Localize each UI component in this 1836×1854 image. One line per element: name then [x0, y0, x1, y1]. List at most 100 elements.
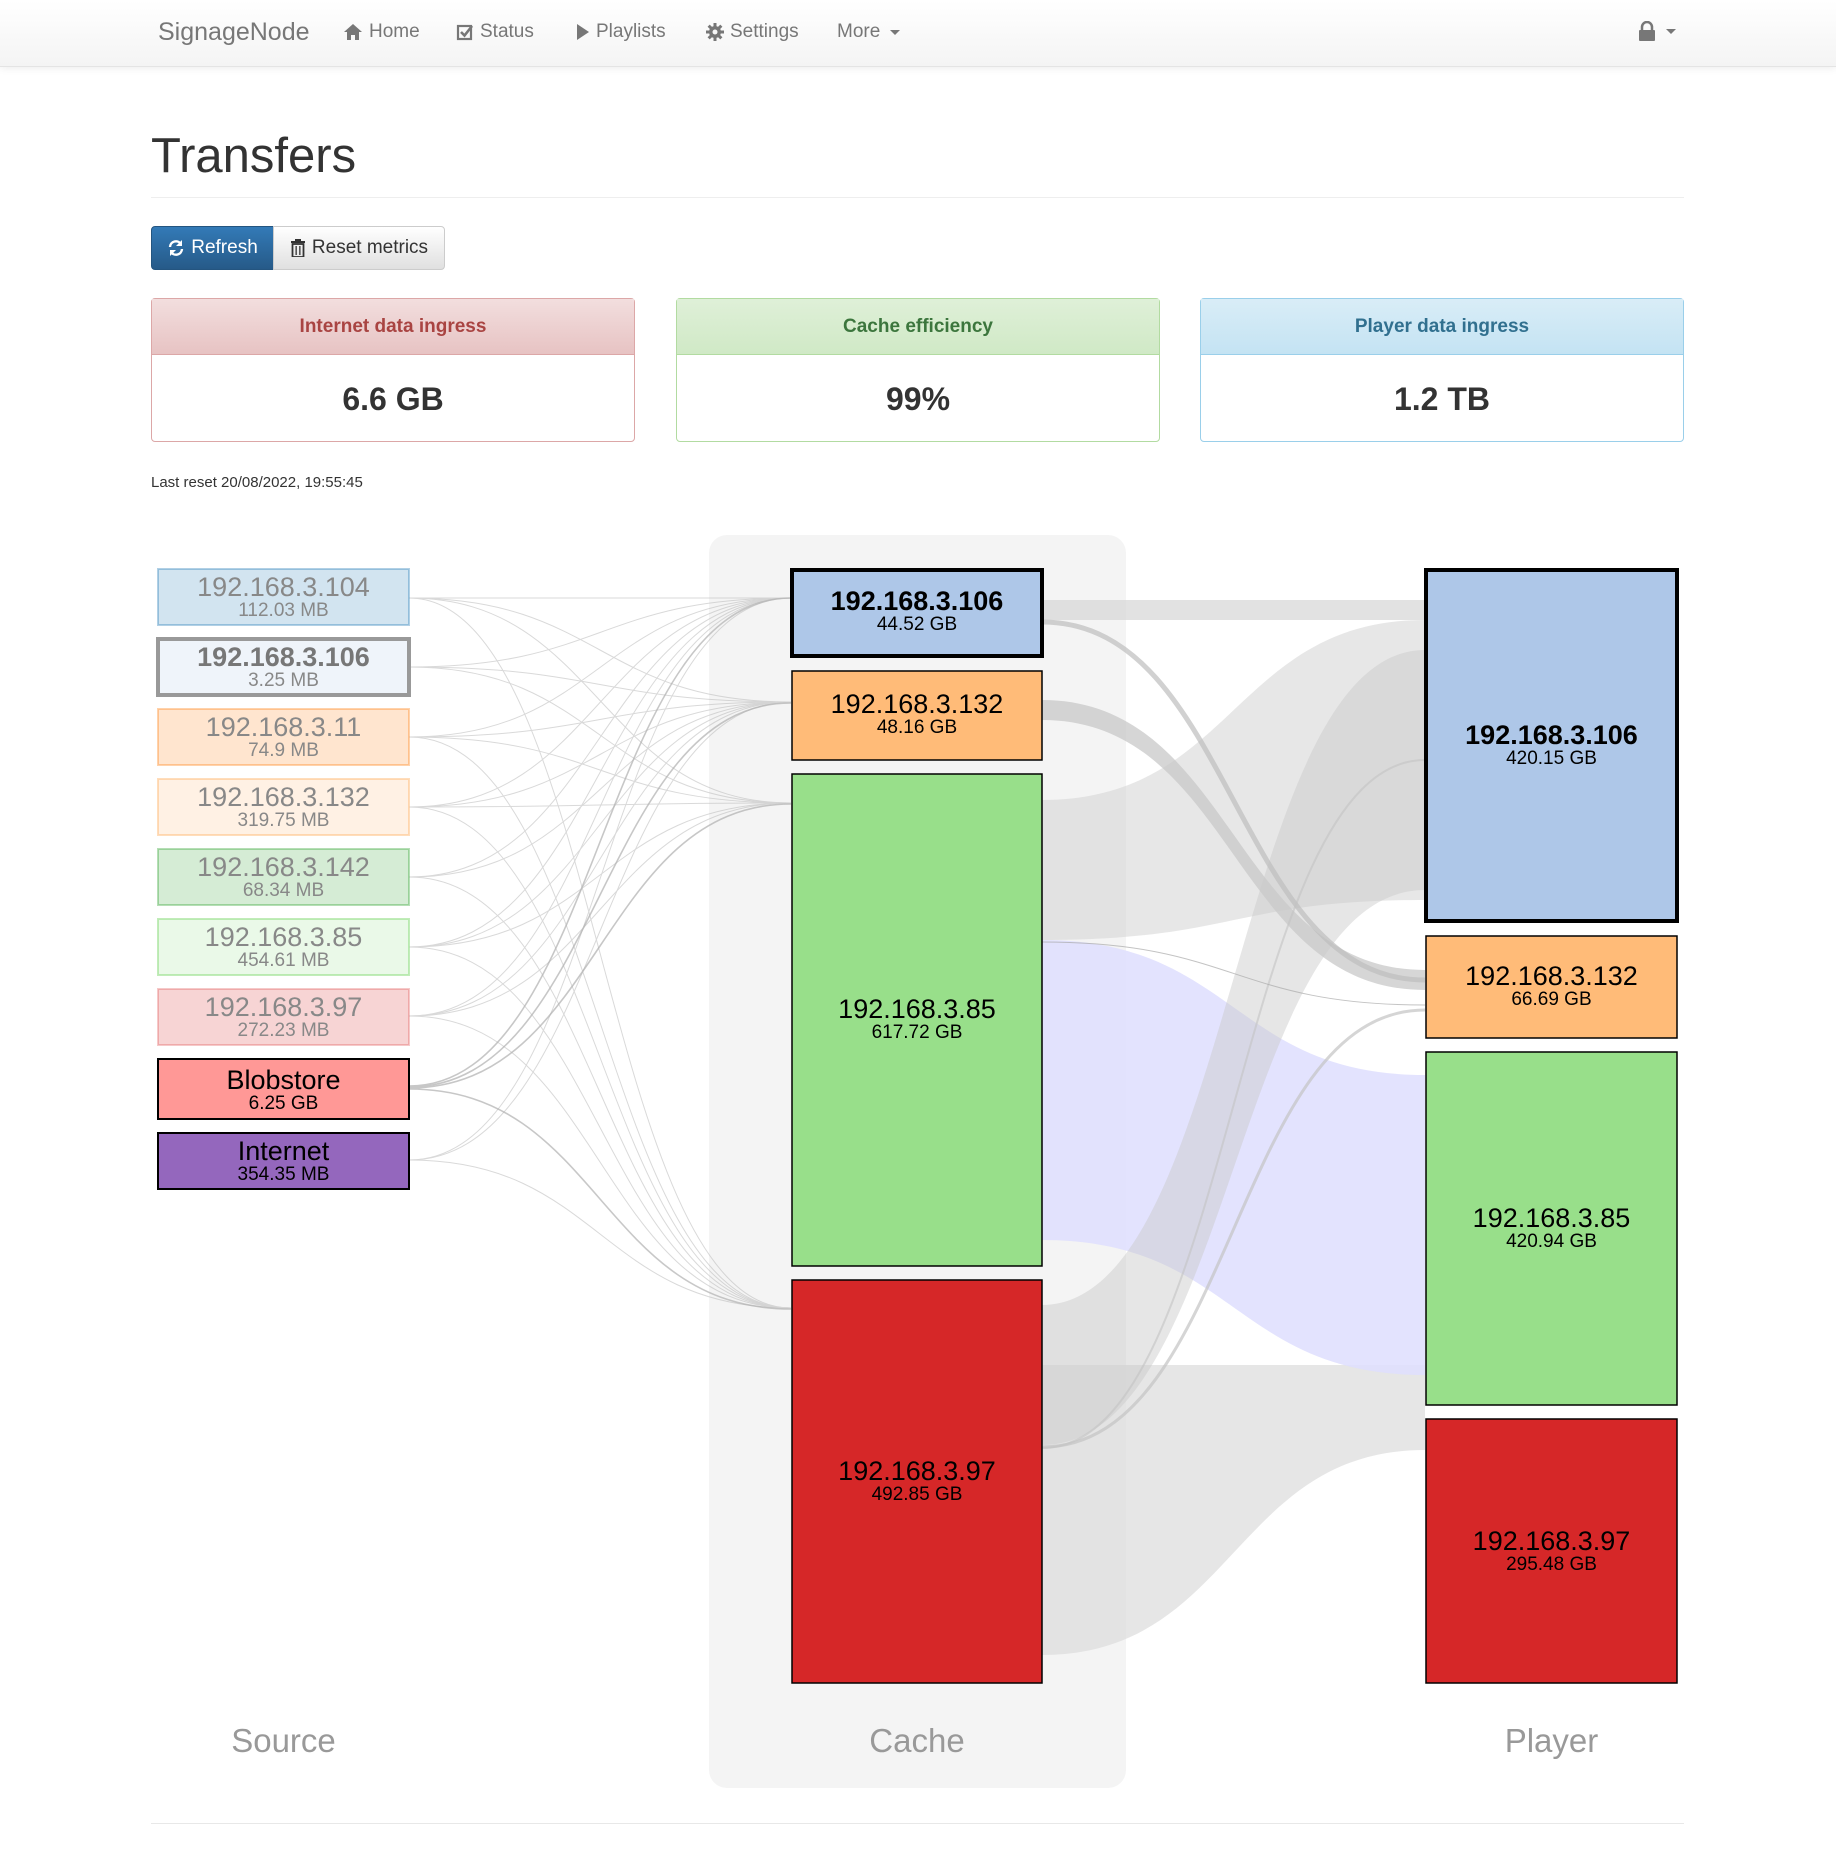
link	[408, 701, 792, 1161]
link	[408, 597, 792, 1309]
link	[408, 802, 792, 948]
link	[408, 1159, 792, 1309]
link	[1042, 650, 1425, 1445]
nav-settings-label: Settings	[730, 21, 799, 42]
node-size: 66.69 GB	[1511, 989, 1591, 1010]
link	[408, 701, 792, 738]
lock-menu[interactable]	[1638, 21, 1676, 41]
cache-column-label: Cache	[869, 1722, 964, 1759]
node-label: 192.168.3.97	[1473, 1526, 1631, 1556]
link	[408, 597, 792, 948]
node-label: 192.168.3.97	[205, 992, 363, 1022]
node-size: 74.9 MB	[248, 740, 319, 761]
refresh-icon	[169, 240, 184, 256]
player-node-106[interactable]: 192.168.3.106 420.15 GB	[1424, 568, 1679, 923]
nav-home[interactable]: Home	[343, 21, 420, 43]
cache-node-106[interactable]: 192.168.3.106 44.52 GB	[790, 568, 1044, 658]
node-label: 192.168.3.132	[831, 689, 1004, 719]
node-label: 192.168.3.132	[197, 782, 370, 812]
nav-more-dropdown[interactable]: More	[837, 21, 901, 43]
source-node-97[interactable]: 192.168.3.97 272.23 MB	[157, 988, 410, 1046]
cache-node-85[interactable]: 192.168.3.85 617.72 GB	[791, 773, 1043, 1267]
node-label: 192.168.3.11	[206, 712, 362, 742]
nav-status[interactable]: Status	[456, 21, 534, 43]
player-ingress-value: 1.2 TB	[1393, 380, 1491, 417]
source-node-132[interactable]: 192.168.3.132 319.75 MB	[157, 778, 410, 836]
node-label: Internet	[238, 1136, 330, 1166]
link	[408, 597, 792, 738]
player-node-97[interactable]: 192.168.3.97 295.48 GB	[1425, 1418, 1678, 1684]
link	[408, 802, 792, 808]
node-size: 354.35 MB	[238, 1164, 330, 1185]
brand[interactable]: SignageNode	[158, 18, 310, 46]
source-node-11[interactable]: 192.168.3.11 74.9 MB	[157, 708, 410, 766]
node-size: 420.94 GB	[1506, 1231, 1597, 1252]
node-label: 192.168.3.85	[205, 922, 363, 952]
link	[408, 701, 792, 808]
navbar: SignageNode Home Status Playlists Settin…	[0, 0, 1836, 67]
reset-metrics-label: Reset metrics	[311, 237, 429, 258]
node-size: 295.48 GB	[1506, 1554, 1597, 1575]
link	[1042, 700, 1425, 990]
link	[408, 1088, 792, 1310]
player-ingress-panel: Player data ingress 1.2 TB	[1200, 298, 1684, 442]
source-node-142[interactable]: 192.168.3.142 68.34 MB	[157, 848, 410, 906]
link	[408, 666, 792, 804]
refresh-button[interactable]: Refresh	[151, 226, 274, 270]
node-label: 192.168.3.85	[1473, 1203, 1631, 1233]
node-label: 192.168.3.132	[1465, 961, 1638, 991]
play-icon	[577, 24, 589, 40]
link	[1042, 940, 1425, 1375]
source-node-106[interactable]: 192.168.3.106 3.25 MB	[156, 637, 411, 697]
node-size: 68.34 MB	[243, 880, 324, 901]
nav-playlists-label: Playlists	[596, 21, 666, 42]
source-node-blobstore[interactable]: Blobstore 6.25 GB	[157, 1058, 410, 1120]
node-label: 192.168.3.106	[197, 642, 370, 672]
source-node-internet[interactable]: Internet 354.35 MB	[157, 1132, 410, 1190]
player-node-132[interactable]: 192.168.3.132 66.69 GB	[1425, 935, 1678, 1039]
node-label: 192.168.3.106	[831, 586, 1004, 616]
link	[1041, 759, 1426, 1449]
link	[408, 701, 792, 948]
node-label: 192.168.3.104	[197, 572, 370, 602]
check-square-icon	[456, 24, 474, 41]
link	[408, 597, 792, 1017]
cache-node-97[interactable]: 192.168.3.97 492.85 GB	[791, 1279, 1043, 1684]
link	[408, 876, 792, 1309]
node-label: 192.168.3.85	[838, 994, 996, 1024]
player-node-85[interactable]: 192.168.3.85 420.94 GB	[1425, 1051, 1678, 1406]
link	[1041, 619, 1426, 983]
link	[408, 736, 792, 1309]
source-node-104[interactable]: 192.168.3.104 112.03 MB	[157, 568, 410, 626]
link	[1041, 941, 1426, 1006]
source-node-85[interactable]: 192.168.3.85 454.61 MB	[157, 918, 410, 976]
source-column-label: Source	[231, 1722, 336, 1759]
node-label: 192.168.3.106	[1465, 720, 1638, 750]
source-links	[408, 597, 792, 1309]
node-size: 48.16 GB	[877, 717, 957, 738]
link	[408, 597, 792, 1087]
link	[408, 736, 792, 804]
link	[408, 597, 792, 804]
cache-efficiency-value: 99%	[885, 380, 951, 417]
nav-more-label: More	[837, 21, 881, 42]
chevron-down-icon	[890, 29, 901, 35]
last-reset-text: Last reset 20/08/2022, 19:55:45	[151, 474, 363, 491]
internet-ingress-label: Internet data ingress	[152, 299, 634, 355]
link	[408, 806, 792, 1309]
nav-status-label: Status	[480, 21, 534, 42]
gear-icon	[706, 23, 724, 41]
node-size: 617.72 GB	[872, 1022, 963, 1043]
title-divider	[151, 197, 1684, 198]
link	[408, 597, 792, 878]
link	[408, 666, 792, 703]
reset-metrics-button[interactable]: Reset metrics	[273, 226, 445, 270]
nav-playlists[interactable]: Playlists	[576, 21, 666, 43]
player-ingress-label: Player data ingress	[1201, 299, 1683, 355]
trash-icon	[290, 239, 305, 257]
nav-home-label: Home	[369, 21, 420, 42]
link	[408, 701, 792, 878]
refresh-label: Refresh	[191, 237, 258, 258]
nav-settings[interactable]: Settings	[706, 21, 799, 43]
cache-node-132[interactable]: 192.168.3.132 48.16 GB	[791, 670, 1043, 761]
